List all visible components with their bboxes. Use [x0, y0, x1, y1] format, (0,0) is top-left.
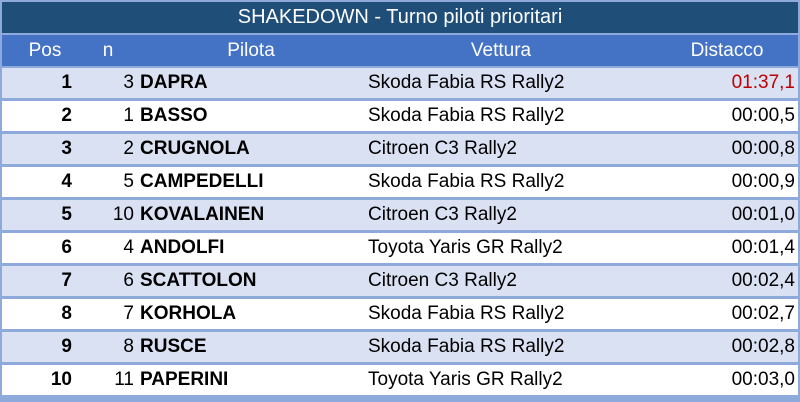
table-row: 9 8 RUSCE Skoda Fabia RS Rally2 00:02,8: [2, 332, 798, 362]
table-row: 4 5 CAMPEDELLI Skoda Fabia RS Rally2 00:00,9: [2, 167, 798, 197]
cell-distacco: 01:37,1: [731, 72, 795, 93]
cell-distacco: 00:02,7: [731, 303, 795, 324]
cell-pilota: CRUGNOLA: [140, 138, 250, 159]
cell-pos: 10: [50, 369, 72, 390]
cell-pilota: SCATTOLON: [140, 270, 257, 291]
table-title: SHAKEDOWN - Turno piloti prioritari: [2, 2, 798, 33]
cell-distacco: 00:02,4: [731, 270, 795, 291]
cell-distacco: 00:00,5: [731, 105, 795, 126]
cell-pos: 9: [61, 336, 72, 357]
cell-n: 7: [123, 303, 134, 324]
cell-vettura: Toyota Yaris GR Rally2: [368, 369, 563, 390]
cell-vettura: Skoda Fabia RS Rally2: [368, 105, 565, 126]
cell-pos: 4: [61, 171, 72, 192]
cell-vettura: Skoda Fabia RS Rally2: [368, 72, 565, 93]
cell-n: 11: [114, 369, 134, 390]
cell-distacco: 00:02,8: [731, 336, 795, 357]
table-row: 7 6 SCATTOLON Citroen C3 Rally2 00:02,4: [2, 266, 798, 296]
table-row: 8 7 KORHOLA Skoda Fabia RS Rally2 00:02,7: [2, 299, 798, 329]
cell-pos: 6: [61, 237, 72, 258]
header-n: n: [102, 40, 114, 61]
cell-pilota: KORHOLA: [140, 303, 237, 324]
header-distacco: Distacco: [690, 40, 764, 61]
cell-pilota: BASSO: [140, 105, 208, 126]
cell-pilota: CAMPEDELLI: [140, 171, 264, 192]
table-row: 1 3 DAPRA Skoda Fabia RS Rally2 01:37,1: [2, 68, 798, 98]
cell-distacco: 00:03,0: [731, 369, 795, 390]
cell-vettura: Skoda Fabia RS Rally2: [368, 336, 565, 357]
header-row: Pos n Pilota Vettura Distacco: [2, 35, 798, 66]
header-pos: Pos: [28, 40, 62, 61]
table-row: 5 10 KOVALAINEN Citroen C3 Rally2 00:01,0: [2, 200, 798, 230]
cell-n: 2: [123, 138, 134, 159]
cell-pilota: DAPRA: [140, 72, 208, 93]
cell-n: 8: [123, 336, 134, 357]
cell-n: 4: [123, 237, 134, 258]
header-vettura: Vettura: [470, 40, 532, 61]
cell-pilota: ANDOLFI: [140, 237, 225, 258]
cell-pos: 8: [61, 303, 72, 324]
cell-distacco: 00:00,9: [731, 171, 795, 192]
cell-pos: 7: [61, 270, 72, 291]
cell-vettura: Skoda Fabia RS Rally2: [368, 171, 565, 192]
cell-distacco: 00:01,4: [731, 237, 795, 258]
cell-pos: 5: [61, 204, 72, 225]
cell-pilota: KOVALAINEN: [140, 204, 265, 225]
cell-n: 1: [123, 105, 134, 126]
cell-pilota: PAPERINI: [140, 369, 229, 390]
cell-vettura: Citroen C3 Rally2: [368, 270, 517, 291]
cell-vettura: Citroen C3 Rally2: [368, 204, 517, 225]
cell-vettura: Skoda Fabia RS Rally2: [368, 303, 565, 324]
cell-pos: 1: [61, 72, 72, 93]
table-row: 6 4 ANDOLFI Toyota Yaris GR Rally2 00:01,4: [2, 233, 798, 263]
cell-vettura: Toyota Yaris GR Rally2: [368, 237, 563, 258]
table-row: 3 2 CRUGNOLA Citroen C3 Rally2 00:00,8: [2, 134, 798, 164]
cell-vettura: Citroen C3 Rally2: [368, 138, 517, 159]
cell-n: 3: [123, 72, 134, 93]
table-row: 2 1 BASSO Skoda Fabia RS Rally2 00:00,5: [2, 101, 798, 131]
cell-pilota: RUSCE: [140, 336, 207, 357]
table-row: 10 11 PAPERINI Toyota Yaris GR Rally2 00:03,…: [2, 365, 798, 395]
header-pilota: Pilota: [227, 40, 275, 61]
cell-pos: 3: [61, 138, 72, 159]
cell-pos: 2: [61, 105, 72, 126]
cell-n: 6: [123, 270, 134, 291]
cell-distacco: 00:00,8: [731, 138, 795, 159]
cell-distacco: 00:01,0: [731, 204, 795, 225]
cell-n: 5: [123, 171, 134, 192]
cell-n: 10: [112, 204, 134, 225]
